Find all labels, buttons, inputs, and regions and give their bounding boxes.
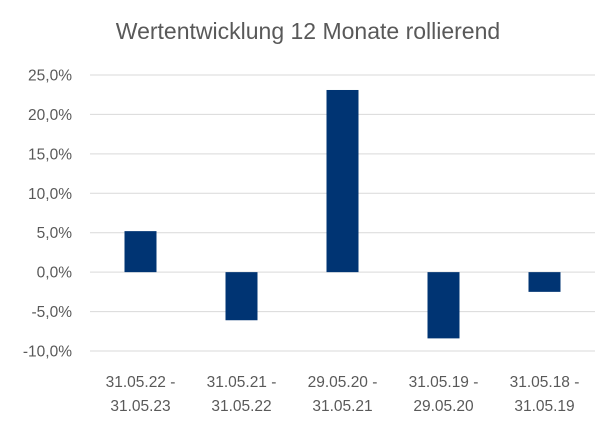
- y-tick-label: 0,0%: [37, 265, 73, 282]
- y-tick-label: 20,0%: [28, 107, 72, 124]
- x-tick-label: 31.05.19: [514, 398, 574, 415]
- x-tick-label: 31.05.21: [312, 398, 372, 415]
- x-tick-label: 29.05.20: [413, 398, 474, 415]
- y-tick-label: 5,0%: [37, 225, 73, 242]
- x-tick-label: 31.05.23: [110, 398, 170, 415]
- x-tick-label: 31.05.18 -: [510, 374, 580, 391]
- y-tick-label: 25,0%: [28, 68, 72, 85]
- chart-title: Wertentwicklung 12 Monate rollierend: [115, 18, 501, 44]
- x-tick-label: 31.05.21 -: [207, 374, 277, 391]
- bar: [528, 272, 561, 292]
- bar: [427, 272, 460, 339]
- y-tick-label: 10,0%: [28, 186, 72, 203]
- y-tick-label: -5,0%: [32, 304, 73, 321]
- bar: [225, 272, 258, 321]
- x-tick-label: 29.05.20 -: [308, 374, 378, 391]
- y-tick-label: -10,0%: [23, 344, 72, 361]
- x-tick-label: 31.05.22 -: [106, 374, 176, 391]
- x-tick-label: 31.05.22: [211, 398, 271, 415]
- y-tick-label: 15,0%: [28, 146, 72, 163]
- bar: [124, 231, 157, 273]
- x-tick-label: 31.05.19 -: [409, 374, 479, 391]
- bar: [326, 89, 359, 273]
